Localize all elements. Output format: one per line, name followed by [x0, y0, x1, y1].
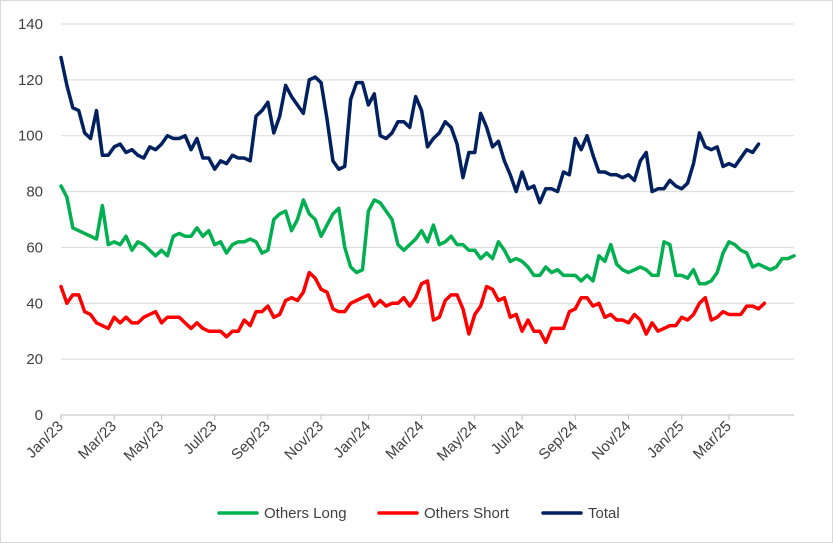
legend: Others Long Others Short Total	[217, 505, 620, 522]
series-line-others-short	[59, 270, 767, 345]
y-tick-label: 100	[18, 128, 43, 145]
grid-lines	[61, 23, 794, 360]
x-tick-label: Mar/25	[690, 418, 735, 463]
series-line-total	[59, 55, 761, 205]
y-tick-label: 40	[26, 295, 43, 312]
legend-label-others-long: Others Long	[264, 505, 347, 522]
x-tick-label: Jan/25	[644, 418, 688, 462]
legend-label-others-short: Others Short	[424, 505, 510, 522]
x-tick-label: Mar/24	[382, 418, 427, 463]
x-tick-label: May/23	[121, 418, 168, 465]
y-tick-label: 60	[26, 239, 43, 256]
legend-label-total: Total	[588, 505, 620, 522]
y-tick-label: 20	[26, 351, 43, 368]
x-axis: Jan/23 Mar/23 May/23 Jul/23 Sep/23 Nov/23 Jan/…	[23, 414, 794, 465]
x-tick-label: Jan/24	[330, 418, 374, 462]
x-tick-label: Mar/23	[75, 418, 120, 463]
x-tick-label: Nov/24	[589, 418, 635, 464]
y-tick-label: 120	[18, 72, 43, 89]
y-tick-label: 140	[18, 16, 43, 33]
y-tick-label: 0	[35, 407, 43, 424]
x-tick-label: Jul/23	[180, 418, 220, 458]
y-tick-label: 80	[26, 184, 43, 201]
x-tick-label: Sep/24	[535, 418, 581, 464]
x-tick-label: Jul/24	[488, 418, 528, 458]
x-tick-label: Sep/23	[228, 418, 274, 464]
series-line-others-long	[59, 184, 796, 286]
x-tick-label: Jan/23	[23, 418, 67, 462]
x-tick-label: May/24	[434, 418, 481, 465]
y-axis: 0 20 40 60 80 100 120 140	[18, 16, 43, 424]
series-lines	[59, 55, 796, 345]
x-tick-label: Nov/23	[281, 418, 327, 464]
